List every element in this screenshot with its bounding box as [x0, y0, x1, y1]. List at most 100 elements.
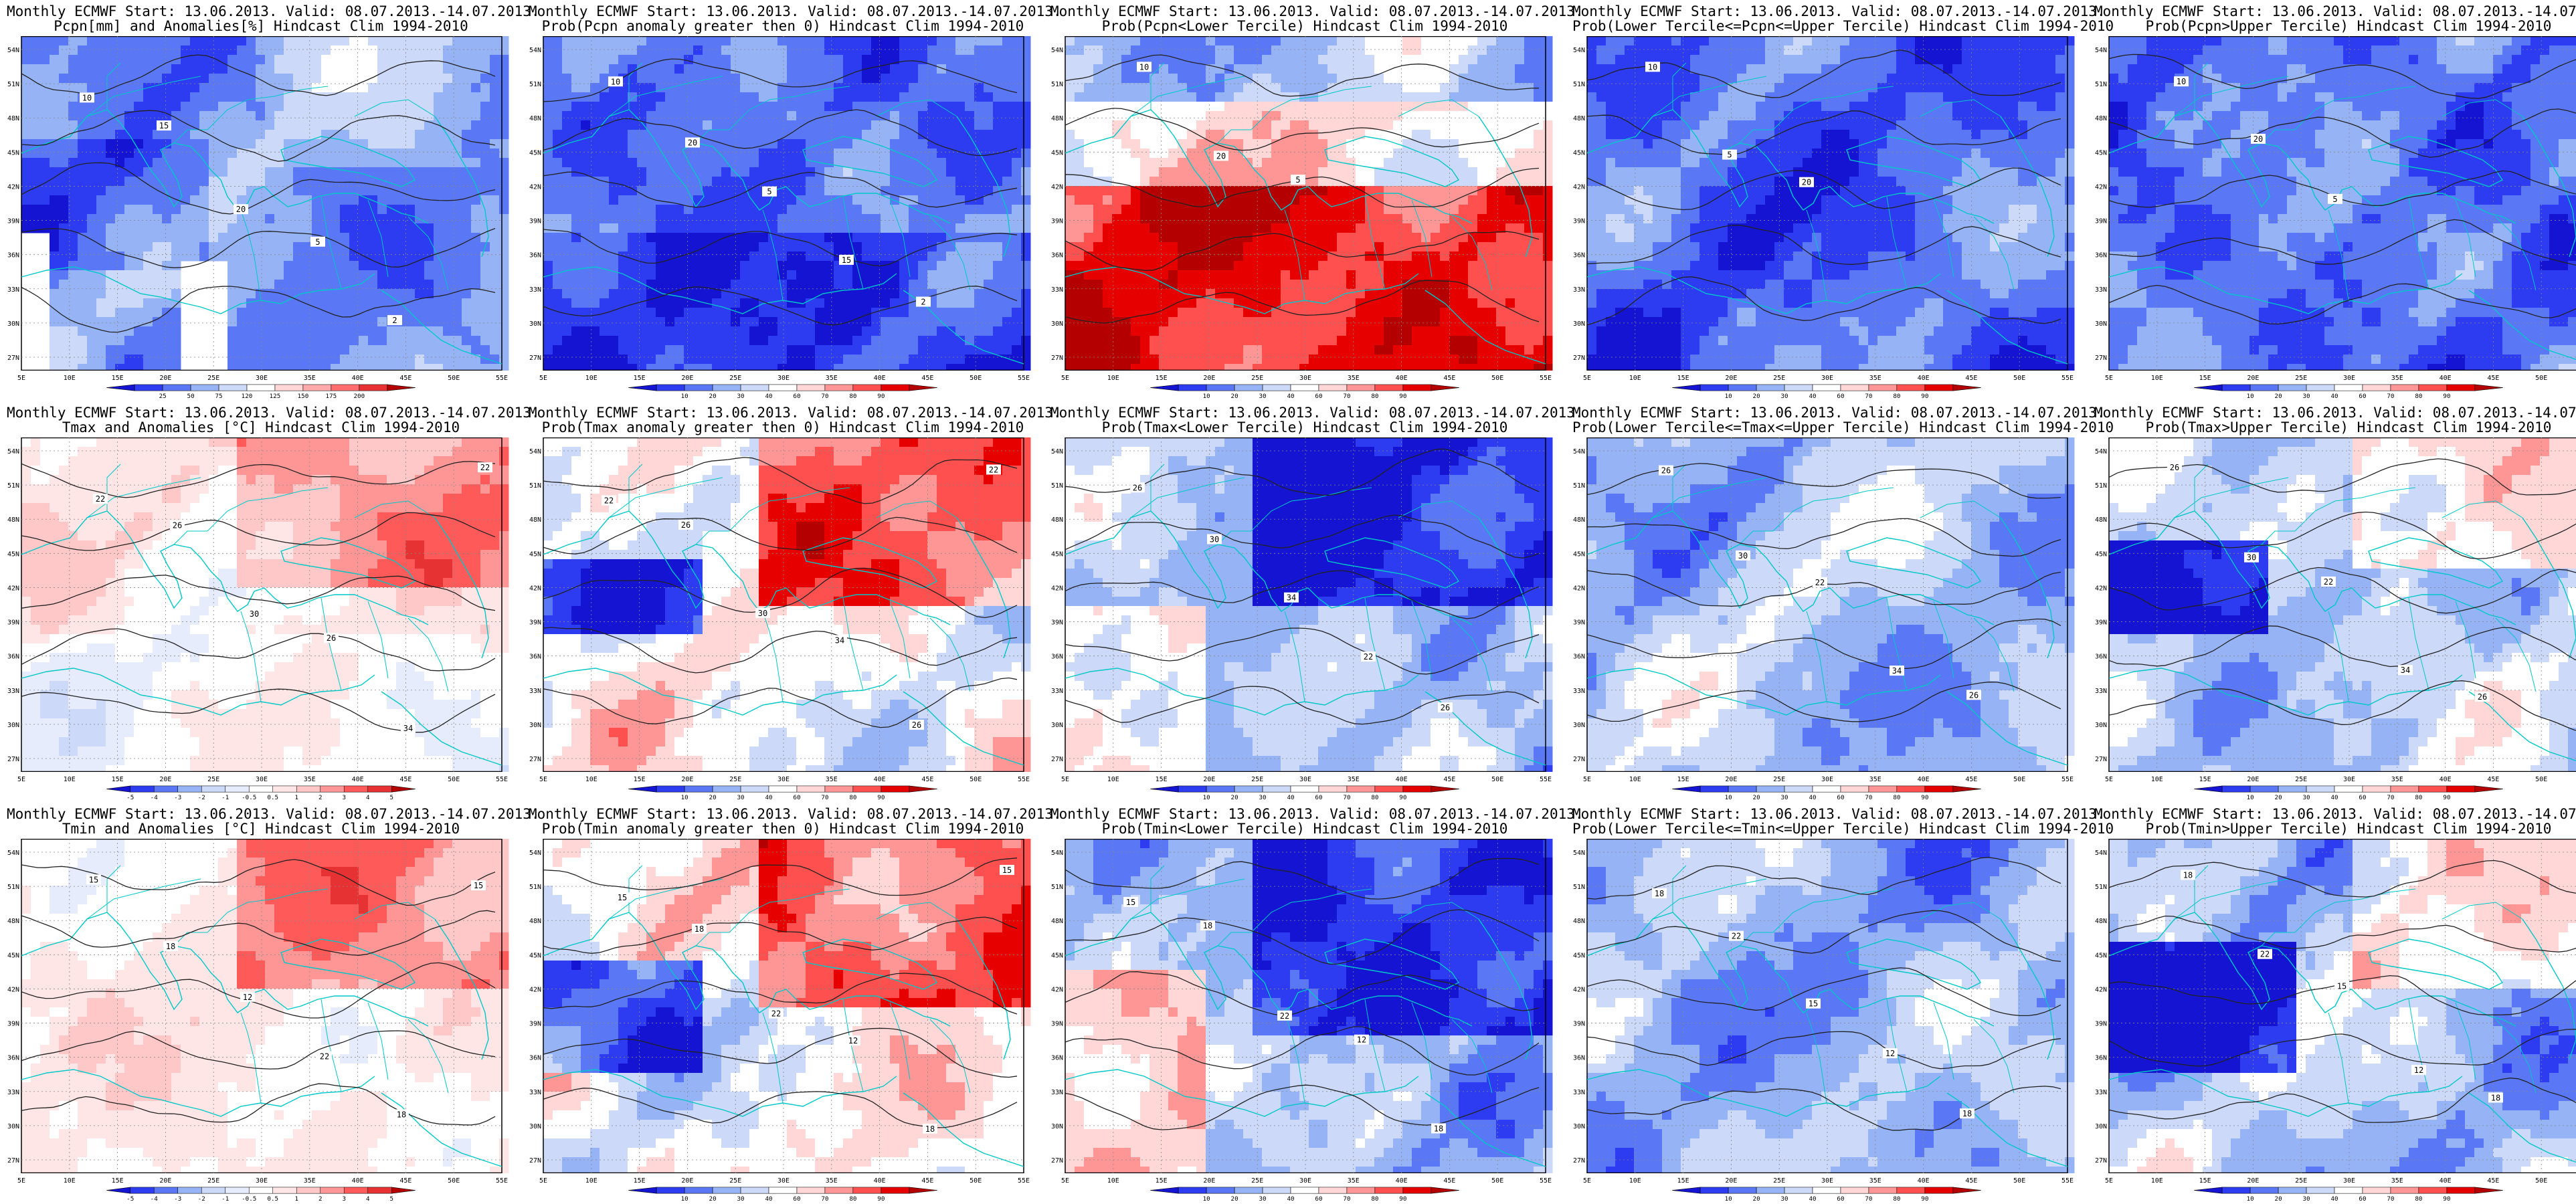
colorbar-label: 70: [1343, 393, 1350, 400]
colorbar-swatch: [2390, 1187, 2419, 1194]
contour-label: 26: [2475, 692, 2490, 702]
lat-tick-label: 51N: [7, 482, 19, 490]
shaded-field: [21, 839, 509, 1173]
lon-tick-label: 5E: [539, 776, 547, 783]
contour-label: 22: [602, 495, 616, 506]
lat-tick-label: 27N: [1573, 1157, 1585, 1165]
map-panel: Monthly ECMWF Start: 13.06.2013. Valid: …: [529, 805, 1062, 1203]
lon-tick-label: 20E: [1203, 375, 1215, 382]
colorbar-swatch: [162, 384, 191, 391]
contour-label: 22: [2321, 576, 2336, 587]
colorbar-swatch: [768, 1187, 798, 1194]
lon-tick-label: 15E: [112, 776, 124, 783]
colorbar-label: 60: [1837, 794, 1844, 801]
colorbar-swatch: [2278, 1187, 2307, 1194]
colorbar-swatch: [1924, 1187, 1954, 1194]
colorbar-swatch: [1290, 384, 1319, 391]
lat-tick-label: 33N: [2095, 688, 2107, 695]
colorbar-swatch: [248, 1187, 274, 1194]
lon-tick-label: 40E: [2440, 1177, 2452, 1185]
lat-tick-label: 42N: [1051, 585, 1063, 592]
lat-tick-label: 54N: [7, 849, 19, 857]
lat-tick-label: 51N: [1051, 884, 1063, 891]
lat-tick-label: 39N: [7, 1021, 19, 1028]
panel-title-line1: Monthly ECMWF Start: 13.06.2013. Valid: …: [1572, 4, 2106, 19]
colorbar-swatch: [909, 1187, 937, 1194]
lon-tick-label: 15E: [634, 375, 646, 382]
lon-tick-label: 35E: [2391, 375, 2403, 382]
contour-label: 34: [2398, 665, 2413, 676]
lat-tick-label: 39N: [1051, 619, 1063, 627]
lon-tick-label: 15E: [2199, 375, 2211, 382]
lon-tick-label: 35E: [826, 776, 838, 783]
colorbar-label: 90: [1399, 1195, 1406, 1203]
lon-tick-label: 35E: [2391, 776, 2403, 783]
lat-tick-label: 36N: [1573, 654, 1585, 661]
colorbar-swatch: [1699, 1187, 1729, 1194]
lon-tick-label: 20E: [159, 375, 171, 382]
lat-tick-label: 33N: [1051, 1089, 1063, 1096]
lat-tick-label: 48N: [7, 918, 19, 925]
colorbar-swatch: [302, 384, 332, 391]
lat-tick-label: 30N: [1573, 320, 1585, 328]
colorbar-label: 40: [1287, 794, 1294, 801]
colorbar-label: 30: [737, 393, 745, 400]
contour-lines: [21, 54, 496, 333]
colorbar-swatch: [1868, 785, 1898, 793]
colorbar-swatch: [1840, 1187, 1869, 1194]
lon-tick-label: 50E: [970, 776, 982, 783]
panel-title-line1: Monthly ECMWF Start: 13.06.2013. Valid: …: [7, 405, 540, 421]
lon-tick-label: 25E: [2295, 776, 2307, 783]
colorbar-label: 90: [1399, 393, 1406, 400]
contour-label: 22: [93, 494, 108, 504]
lat-tick-label: 36N: [2095, 1055, 2107, 1062]
contour-label: 26: [909, 720, 924, 730]
lon-tick-label: 55E: [1540, 375, 1552, 382]
lon-tick-label: 5E: [2105, 375, 2113, 382]
panel-title-line1: Monthly ECMWF Start: 13.06.2013. Valid: …: [1050, 4, 1584, 19]
lon-tick-label: 45E: [1443, 375, 1455, 382]
lon-tick-label: 10E: [1629, 375, 1641, 382]
contour-label: 34: [401, 722, 416, 733]
colorbar-swatch: [274, 384, 304, 391]
lat-tick-label: 30N: [2095, 320, 2107, 328]
colorbar-label: 80: [2415, 393, 2422, 400]
colorbar-label: 1: [294, 794, 298, 801]
colorbar-swatch: [628, 785, 657, 793]
colorbar-label: 60: [2359, 1195, 2366, 1203]
colorbar-label: 60: [1837, 1195, 1844, 1203]
lat-tick-label: 51N: [529, 884, 541, 891]
lon-tick-label: 10E: [64, 375, 76, 382]
colorbar-label: 175: [326, 393, 337, 400]
colorbar-label: 80: [849, 794, 856, 801]
colorbar-swatch: [177, 785, 202, 793]
contour-label: 30: [2244, 552, 2259, 563]
colorbar-label: 20: [1753, 794, 1760, 801]
colorbar-label: 70: [1343, 1195, 1350, 1203]
lon-tick-label: 40E: [1396, 776, 1408, 783]
contour-label: 18: [2181, 870, 2195, 880]
svg-text:10: 10: [611, 77, 620, 86]
colorbar: 10 20 30 40 60 70 80 90: [1672, 1187, 1981, 1203]
forecast-map: 2226302634222654N51N48N45N42N39N36N33N30…: [7, 437, 509, 772]
contour-lines: [2108, 458, 2576, 731]
colorbar-swatch: [2194, 384, 2223, 391]
colorbar-label: -4: [151, 1195, 159, 1203]
lat-tick-label: 51N: [7, 884, 19, 891]
lat-tick-label: 30N: [1051, 722, 1063, 729]
colorbar-swatch: [1896, 1187, 1926, 1194]
contour-label: 15: [157, 120, 171, 130]
panel-title-line2: Tmax and Anomalies [°C] Hindcast Clim 19…: [7, 420, 515, 435]
coastlines: [2108, 62, 2576, 361]
lon-tick-label: 10E: [64, 776, 76, 783]
colorbar-swatch: [1318, 384, 1348, 391]
contour-label: 26: [1130, 482, 1145, 493]
colorbar: 10 20 30 40 60 70 80 90: [628, 1187, 937, 1203]
map-panel: Monthly ECMWF Start: 13.06.2013. Valid: …: [2094, 3, 2576, 401]
colorbar-swatch: [201, 1187, 226, 1194]
colorbar-swatch: [852, 785, 882, 793]
contour-label: 10: [80, 92, 94, 103]
lat-tick-label: 33N: [1051, 286, 1063, 294]
